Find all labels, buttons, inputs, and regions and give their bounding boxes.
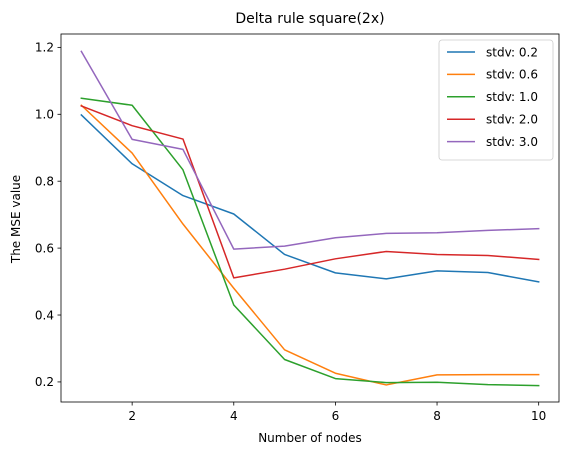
legend-entry-1: stdv: 0.6 (486, 68, 538, 82)
y-axis-label: The MSE value (9, 175, 23, 264)
y-tick-label-5: 1.2 (35, 41, 54, 55)
chart-title: Delta rule square(2x) (235, 11, 384, 27)
legend: stdv: 0.2 stdv: 0.6 stdv: 1.0 stdv: 2.0 stdv… (438, 39, 554, 161)
series-line-4 (80, 50, 540, 250)
legend-box (438, 39, 554, 161)
legend-entry-4: stdv: 3.0 (486, 135, 538, 149)
series-line-1 (80, 104, 540, 386)
axes-layer: 2 4 6 8 10 0.2 0.4 0.6 0.8 1.0 1.2 (35, 33, 560, 423)
legend-entry-2: stdv: 1.0 (486, 90, 538, 104)
x-tick-label-3: 8 (433, 409, 441, 423)
series-line-2 (80, 97, 540, 387)
series-line-3 (80, 104, 540, 279)
x-tick-label-4: 10 (531, 409, 546, 423)
legend-entry-0: stdv: 0.2 (486, 45, 538, 59)
y-tick-label-2: 0.6 (35, 241, 54, 255)
x-tick-label-1: 4 (230, 409, 238, 423)
x-tick-label-2: 6 (332, 409, 340, 423)
y-tick-label-0: 0.2 (35, 375, 54, 389)
x-tick-label-0: 2 (128, 409, 136, 423)
y-tick-label-1: 0.4 (35, 308, 54, 322)
axes-frame (60, 33, 560, 403)
legend-entry-3: stdv: 2.0 (486, 113, 538, 127)
y-tick-label-4: 1.0 (35, 108, 54, 122)
series-layer (80, 50, 540, 387)
y-tick-label-3: 0.8 (35, 175, 54, 189)
x-axis-label: Number of nodes (258, 431, 362, 445)
